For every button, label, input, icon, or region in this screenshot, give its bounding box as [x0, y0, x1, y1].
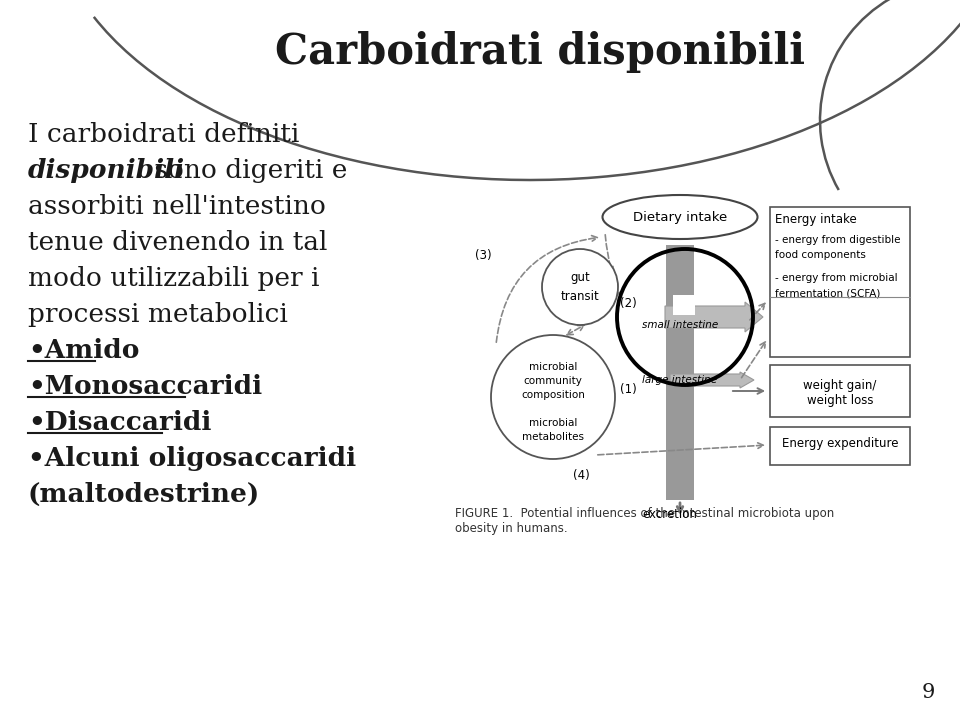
Text: (2): (2) — [620, 297, 636, 310]
Text: food components: food components — [775, 250, 866, 260]
Text: weight loss: weight loss — [806, 394, 874, 407]
Bar — [770, 427, 910, 465]
Text: disponibili: disponibili — [28, 158, 185, 183]
Text: - energy from microbial: - energy from microbial — [775, 273, 898, 283]
Text: 9: 9 — [922, 683, 935, 702]
Text: Dietary intake: Dietary intake — [633, 210, 727, 223]
Text: metabolites: metabolites — [522, 432, 584, 442]
Bar — [770, 365, 910, 417]
Text: assorbiti nell'intestino: assorbiti nell'intestino — [28, 194, 325, 219]
Text: Carboidrati disponibili: Carboidrati disponibili — [275, 31, 805, 73]
Text: modo utilizzabili per i: modo utilizzabili per i — [28, 266, 320, 291]
Text: community: community — [523, 376, 583, 386]
Text: large intestine: large intestine — [642, 375, 717, 385]
Bar — [770, 207, 910, 357]
Text: fermentation (SCFA): fermentation (SCFA) — [775, 288, 880, 298]
Text: composition: composition — [521, 390, 585, 400]
Text: (4): (4) — [573, 469, 589, 482]
Text: excretion: excretion — [642, 508, 697, 521]
Text: small intestine: small intestine — [642, 320, 718, 330]
Text: Energy expenditure: Energy expenditure — [781, 437, 899, 450]
Bar — [673, 295, 695, 315]
Text: (1): (1) — [620, 384, 636, 397]
Bar — [666, 245, 694, 500]
Text: weight gain/: weight gain/ — [804, 379, 876, 392]
Text: transit: transit — [561, 289, 599, 302]
Text: FIGURE 1.  Potential influences of the intestinal microbiota upon
obesity in hum: FIGURE 1. Potential influences of the in… — [455, 507, 834, 535]
Text: •Alcuni oligosaccaridi: •Alcuni oligosaccaridi — [28, 446, 356, 471]
Text: microbial: microbial — [529, 418, 577, 428]
Text: microbial: microbial — [529, 362, 577, 372]
Text: Energy intake: Energy intake — [775, 213, 856, 226]
Text: •Amido: •Amido — [28, 338, 139, 363]
Circle shape — [542, 249, 618, 325]
Text: - energy from digestible: - energy from digestible — [775, 235, 900, 245]
FancyArrow shape — [665, 302, 763, 332]
Text: processi metabolici: processi metabolici — [28, 302, 288, 327]
Text: I carboidrati definiti: I carboidrati definiti — [28, 122, 300, 147]
Ellipse shape — [603, 195, 757, 239]
Text: •Monosaccaridi: •Monosaccaridi — [28, 374, 262, 399]
Text: sono digeriti e: sono digeriti e — [146, 158, 348, 183]
FancyArrow shape — [670, 372, 754, 388]
Text: •Disaccaridi: •Disaccaridi — [28, 410, 211, 435]
Text: gut: gut — [570, 271, 589, 284]
Circle shape — [491, 335, 615, 459]
Text: (3): (3) — [475, 248, 492, 261]
Text: tenue divenendo in tal: tenue divenendo in tal — [28, 230, 327, 255]
Text: (maltodestrine): (maltodestrine) — [28, 482, 260, 507]
